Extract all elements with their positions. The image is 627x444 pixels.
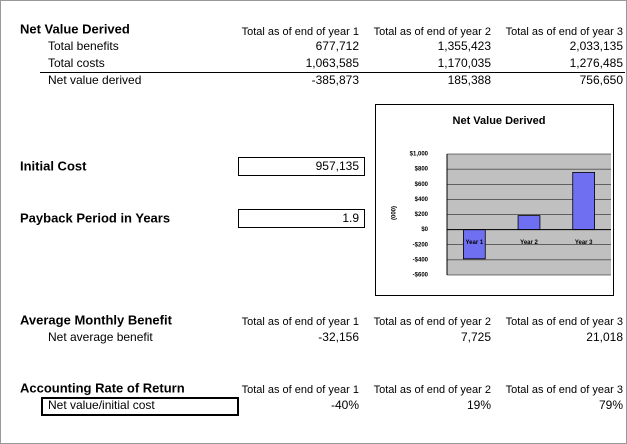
cell-value: 1,063,585: [306, 56, 360, 70]
cell-value: -32,156: [318, 330, 359, 344]
input-box: [238, 157, 365, 176]
cell-value: 677,712: [316, 39, 360, 53]
y-tick-label: $0: [421, 227, 428, 233]
column-header: Total as of end of year 2: [374, 316, 491, 328]
selected-cell[interactable]: [41, 397, 239, 416]
section-title: Accounting Rate of Return: [20, 380, 185, 395]
column-header: Total as of end of year 1: [242, 384, 359, 396]
column-header: Total as of end of year 2: [374, 384, 491, 396]
cell-value: 185,388: [448, 73, 492, 87]
row-label: Total benefits: [48, 39, 119, 53]
cell-value: 1,355,423: [438, 39, 492, 53]
y-tick-label: $800: [415, 167, 429, 173]
cell-value: 1,170,035: [438, 56, 492, 70]
y-tick-label: $1,000: [410, 152, 429, 158]
x-tick-label: Year 3: [575, 240, 593, 246]
cell-value: 19%: [467, 398, 491, 412]
cell-value: 7,725: [461, 330, 491, 344]
row-label: Total costs: [48, 56, 105, 70]
bar: [517, 215, 541, 231]
cell-value: 2,033,135: [570, 39, 624, 53]
column-header: Total as of end of year 3: [506, 26, 623, 38]
x-tick-label: Year 2: [520, 240, 538, 246]
chart-title: Net Value Derived: [453, 115, 546, 127]
value: 957,135: [316, 159, 360, 173]
cell-value: 79%: [599, 398, 623, 412]
section-title: Net Value Derived: [20, 21, 130, 36]
y-tick-label: -$400: [413, 257, 429, 263]
row-label: Net average benefit: [48, 330, 153, 344]
cell-value: 1,276,485: [570, 56, 624, 70]
column-header: Total as of end of year 3: [506, 384, 623, 396]
y-tick-label: -$600: [413, 273, 429, 279]
y-tick-label: $200: [415, 212, 429, 218]
bar: [572, 172, 596, 231]
row-label: Net value/initial cost: [48, 398, 155, 412]
y-tick-label: -$200: [413, 242, 429, 248]
row-label: Net value derived: [48, 73, 141, 87]
column-header: Total as of end of year 1: [242, 26, 359, 38]
column-header: Total as of end of year 3: [506, 316, 623, 328]
cell-value: 21,018: [586, 330, 623, 344]
label: Payback Period in Years: [20, 210, 170, 225]
cell-value: -40%: [331, 398, 359, 412]
x-tick-label: Year 1: [465, 240, 483, 246]
column-header: Total as of end of year 1: [242, 316, 359, 328]
label: Initial Cost: [20, 158, 87, 173]
input-box: [238, 209, 365, 228]
column-header: Total as of end of year 2: [374, 26, 491, 38]
value: 1.9: [342, 211, 359, 225]
section-title: Average Monthly Benefit: [20, 312, 173, 327]
y-tick-label: $600: [415, 182, 429, 188]
y-tick-label: $400: [415, 197, 429, 203]
y-axis-label: (000): [392, 206, 398, 220]
cell-value: -385,873: [312, 73, 360, 87]
cell-value: 756,650: [580, 73, 624, 87]
